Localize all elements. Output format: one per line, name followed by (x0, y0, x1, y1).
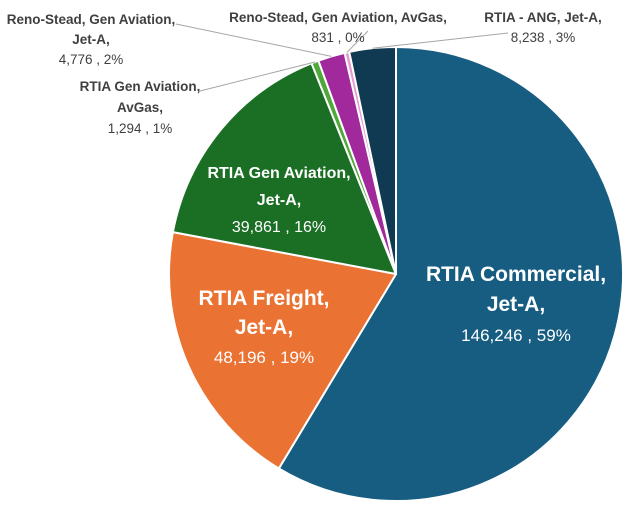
label-value-reno-stead-gen-aviation-jet-a: 4,776 , 2% (59, 52, 124, 67)
value-rtia-gen-aviation-jet-a: 39,861 (232, 219, 281, 236)
value-reno-stead-gen-aviation-avgas: 831 (311, 30, 334, 45)
sep-rtia-commercial-jet-a: , (523, 326, 537, 345)
label-name-rtia-ang-jet-a-1: RTIA - ANG, Jet-A, (484, 10, 602, 25)
value-reno-stead-gen-aviation-jet-a: 4,776 (59, 52, 93, 67)
label-name-rtia-gen-aviation-jet-a-2: Jet-A, (257, 192, 301, 209)
value-rtia-freight-jet-a: 48,196 (214, 348, 266, 367)
label-name-reno-stead-gen-aviation-jet-a-1: Reno-Stead, Gen Aviation, (7, 12, 176, 27)
label-reno-stead-gen-aviation-avgas: Reno-Stead, Gen Aviation, AvGas, 831 , 0% (229, 10, 447, 45)
label-rtia-gen-aviation-jet-a: RTIA Gen Aviation, Jet-A, 39,861 , 16% (207, 165, 350, 236)
sep-rtia-gen-aviation-jet-a: , (281, 219, 294, 236)
percent-rtia-gen-aviation-avgas: 1% (153, 121, 173, 136)
sep-reno-stead-gen-aviation-avgas: , (334, 30, 345, 45)
sep-rtia-gen-aviation-avgas: , (142, 121, 153, 136)
sep-rtia-ang-jet-a: , (545, 30, 556, 45)
percent-reno-stead-gen-aviation-avgas: 0% (345, 30, 365, 45)
slice-rtia-ang-jet-a (348, 46, 397, 275)
percent-rtia-freight-jet-a: 19% (280, 348, 314, 367)
label-name-rtia-gen-aviation-avgas-2: AvGas, (117, 100, 163, 115)
label-reno-stead-gen-aviation-jet-a: Reno-Stead, Gen Aviation, Jet-A, 4,776 , 2… (7, 12, 176, 67)
value-rtia-ang-jet-a: 8,238 (511, 30, 545, 45)
label-name-rtia-freight-jet-a-1: RTIA Freight, (198, 287, 329, 310)
label-name-reno-stead-gen-aviation-jet-a-2: Jet-A, (72, 32, 110, 47)
slice-rtia-gen-aviation-jet-a (171, 62, 397, 275)
label-rtia-commercial-jet-a: RTIA Commercial, Jet-A, 146,246 , 59% (426, 263, 606, 345)
label-name-rtia-commercial-jet-a-2: Jet-A, (487, 293, 545, 316)
label-value-rtia-commercial-jet-a: 146,246 , 59% (461, 326, 571, 345)
label-rtia-gen-aviation-avgas: RTIA Gen Aviation, AvGas, 1,294 , 1% (80, 79, 201, 136)
sep-reno-stead-gen-aviation-jet-a: , (93, 52, 104, 67)
leader-rtia-ang-jet-a (372, 32, 509, 49)
slice-rtia-commercial-jet-a (277, 46, 624, 502)
value-rtia-gen-aviation-avgas: 1,294 (108, 121, 142, 136)
data-labels: RTIA Commercial,Jet-A,146,246 , 59%RTIA … (7, 10, 606, 367)
label-value-rtia-ang-jet-a: 8,238 , 3% (511, 30, 576, 45)
leader-reno-stead-gen-aviation-avgas (346, 30, 369, 53)
leader-lines (175, 23, 509, 92)
value-rtia-commercial-jet-a: 146,246 (461, 326, 522, 345)
percent-rtia-ang-jet-a: 3% (556, 30, 576, 45)
label-value-rtia-gen-aviation-avgas: 1,294 , 1% (108, 121, 173, 136)
leader-rtia-gen-aviation-avgas (199, 61, 316, 92)
label-value-rtia-freight-jet-a: 48,196 , 19% (214, 348, 314, 367)
label-name-rtia-gen-aviation-jet-a-1: RTIA Gen Aviation, (207, 165, 350, 182)
label-value-reno-stead-gen-aviation-avgas: 831 , 0% (311, 30, 364, 45)
percent-rtia-commercial-jet-a: 59% (537, 326, 571, 345)
slice-rtia-freight-jet-a (168, 231, 397, 470)
label-name-rtia-commercial-jet-a-1: RTIA Commercial, (426, 263, 606, 286)
percent-reno-stead-gen-aviation-jet-a: 2% (104, 52, 124, 67)
label-rtia-freight-jet-a: RTIA Freight, Jet-A, 48,196 , 19% (198, 287, 329, 367)
label-name-rtia-gen-aviation-avgas-1: RTIA Gen Aviation, (80, 79, 201, 94)
label-value-rtia-gen-aviation-jet-a: 39,861 , 16% (232, 219, 326, 236)
label-name-rtia-freight-jet-a-2: Jet-A, (235, 316, 293, 339)
leader-reno-stead-gen-aviation-jet-a (175, 23, 332, 57)
label-name-reno-stead-gen-aviation-avgas-1: Reno-Stead, Gen Aviation, AvGas, (229, 10, 447, 25)
sep-rtia-freight-jet-a: , (266, 348, 280, 367)
pie-slices (168, 46, 624, 502)
percent-rtia-gen-aviation-jet-a: 16% (294, 219, 326, 236)
label-rtia-ang-jet-a: RTIA - ANG, Jet-A, 8,238 , 3% (484, 10, 602, 45)
